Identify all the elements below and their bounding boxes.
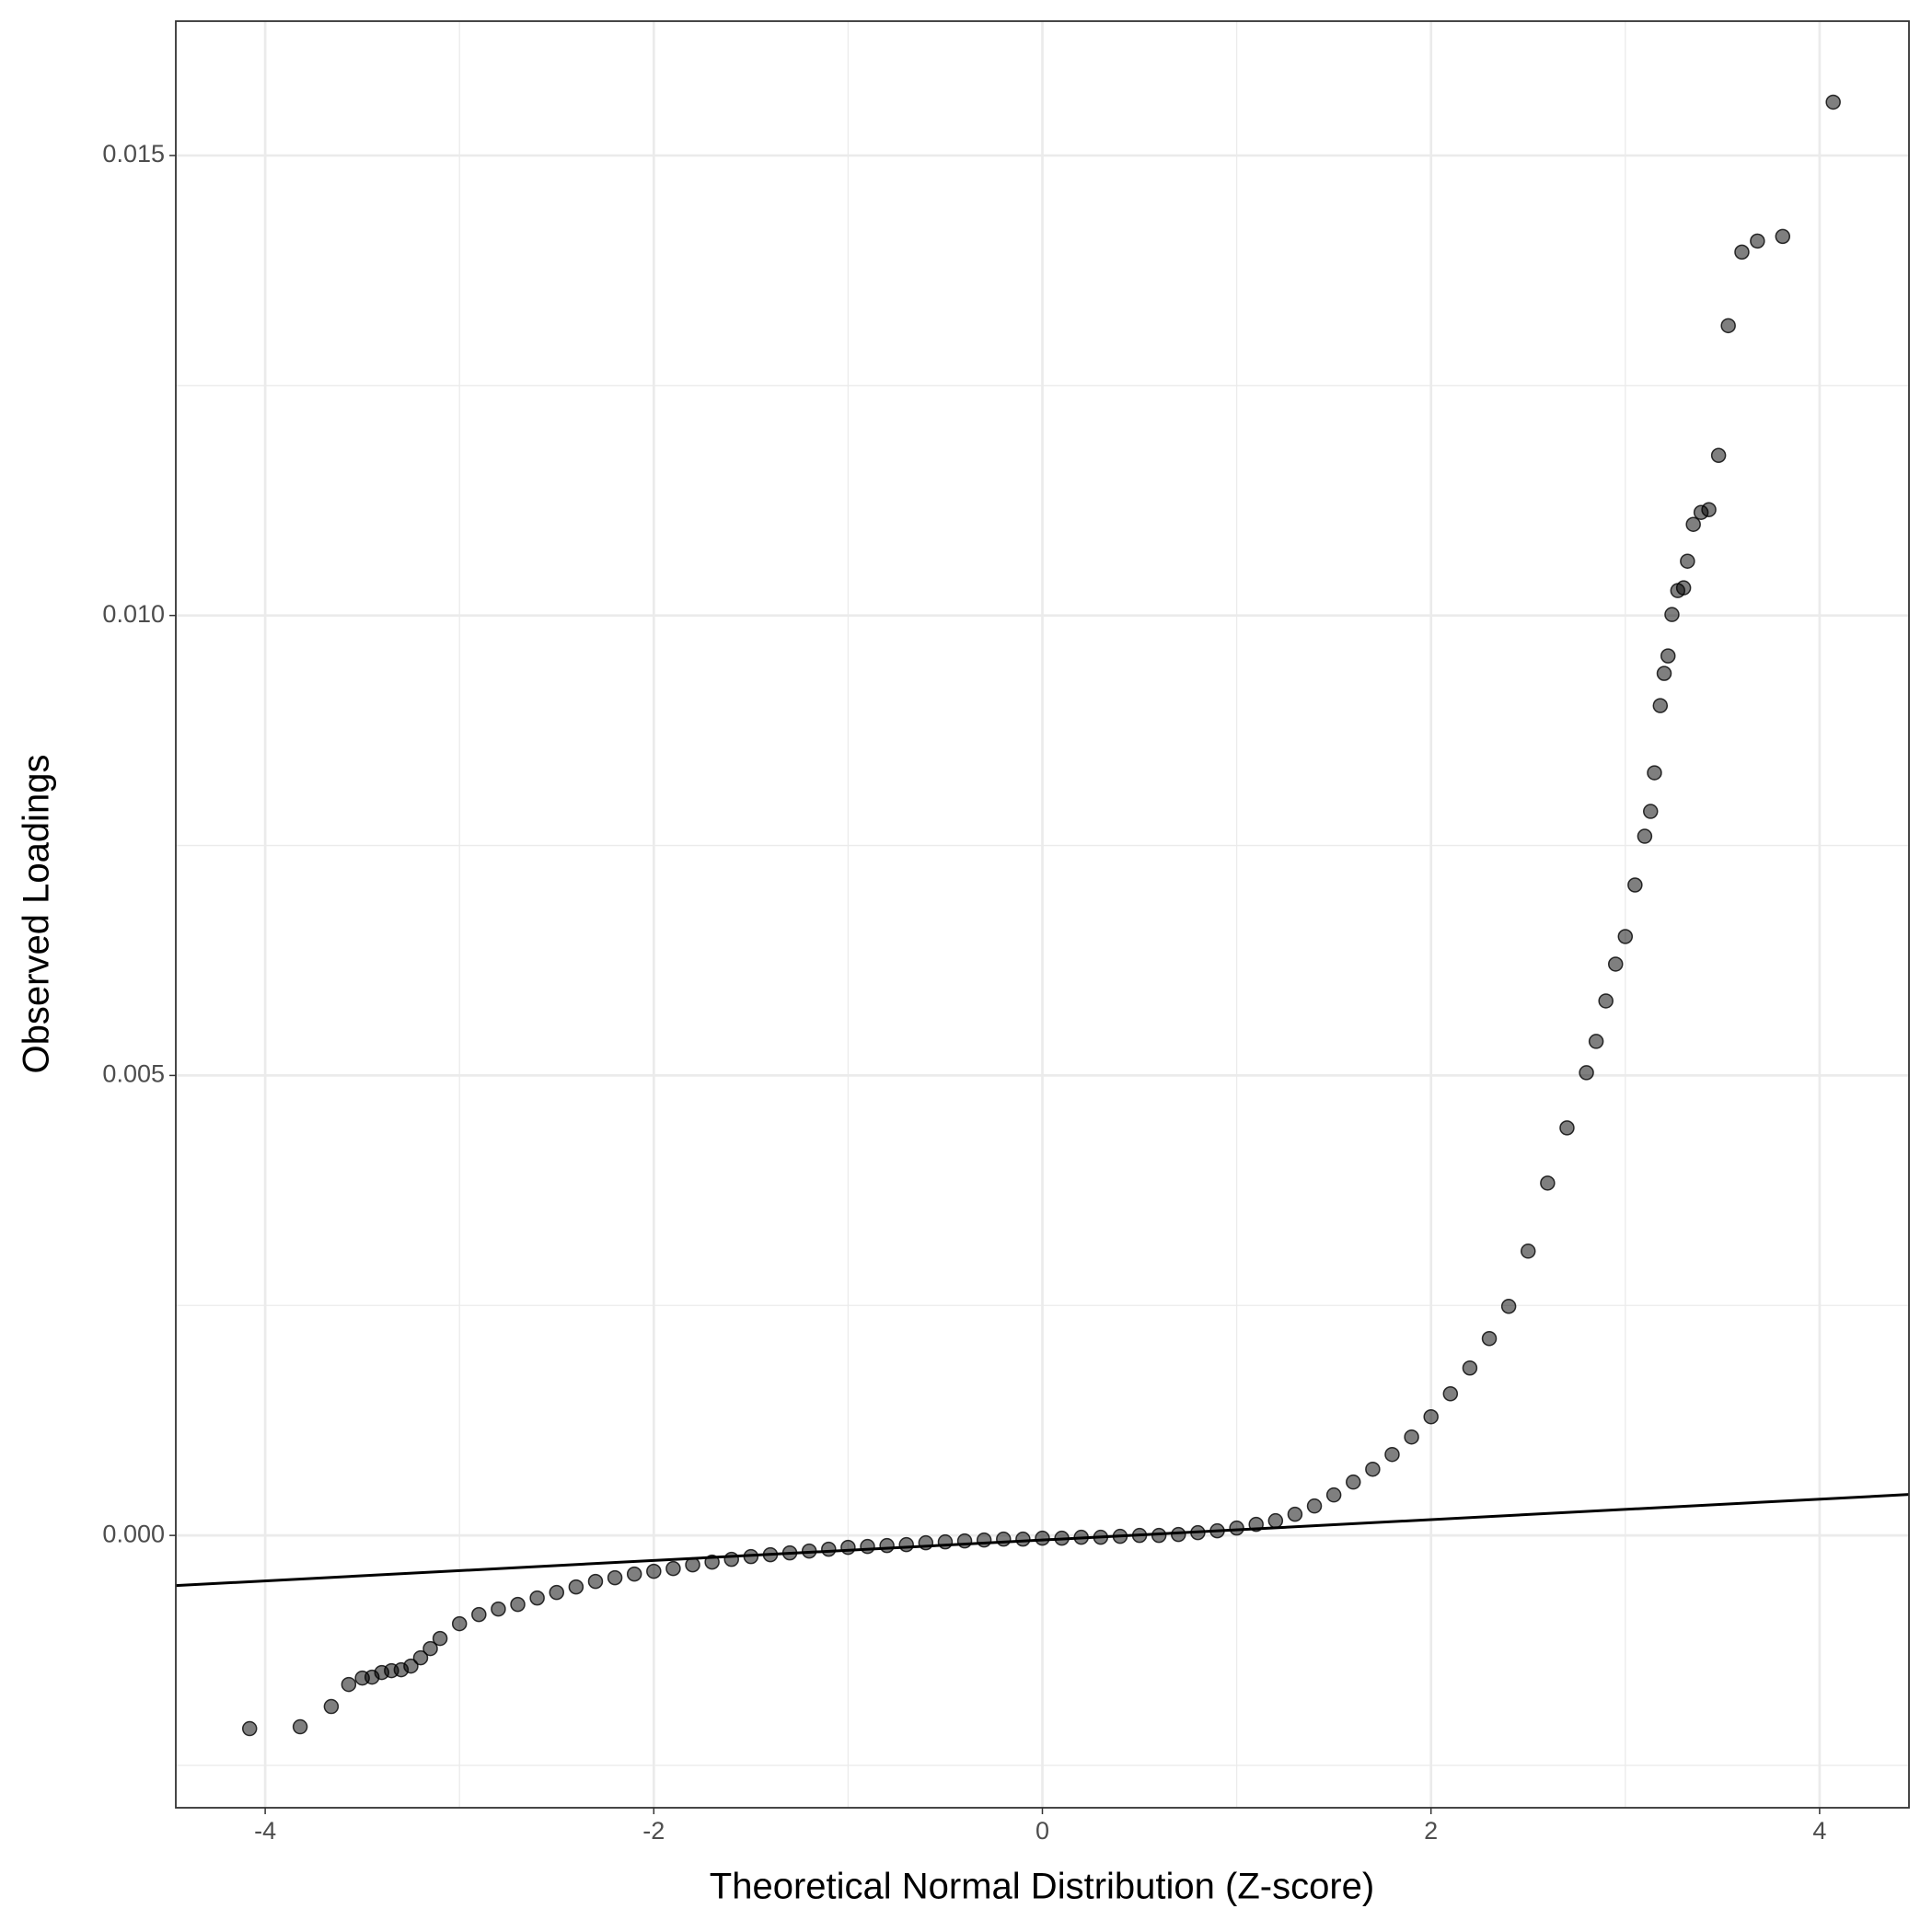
point bbox=[1229, 1520, 1244, 1536]
point bbox=[1685, 516, 1701, 532]
y-tick-label: 0.010 bbox=[102, 600, 165, 628]
point bbox=[1588, 1034, 1604, 1049]
point bbox=[840, 1539, 856, 1556]
point bbox=[996, 1531, 1012, 1547]
point bbox=[976, 1532, 992, 1548]
point bbox=[1481, 1331, 1498, 1347]
point bbox=[1404, 1429, 1419, 1445]
point bbox=[432, 1630, 448, 1647]
point bbox=[451, 1615, 468, 1632]
point bbox=[1035, 1530, 1050, 1546]
point bbox=[1617, 929, 1634, 944]
point bbox=[1287, 1506, 1303, 1522]
point bbox=[341, 1676, 357, 1693]
point bbox=[1540, 1175, 1556, 1191]
point bbox=[1775, 228, 1791, 245]
y-tick-label: 0.015 bbox=[102, 140, 165, 168]
x-tick-label: -2 bbox=[642, 1817, 665, 1845]
point bbox=[412, 1649, 429, 1666]
x-tick-label: 2 bbox=[1424, 1817, 1438, 1845]
point bbox=[1365, 1461, 1381, 1477]
point bbox=[1423, 1408, 1439, 1425]
point bbox=[1720, 318, 1736, 334]
reference-line bbox=[176, 1493, 1909, 1588]
point bbox=[323, 1698, 340, 1715]
point bbox=[1647, 765, 1662, 781]
point bbox=[1442, 1385, 1459, 1402]
point bbox=[1642, 804, 1659, 819]
point bbox=[1680, 553, 1695, 569]
point bbox=[646, 1563, 662, 1579]
point bbox=[491, 1601, 506, 1617]
plot-area bbox=[176, 94, 1909, 1737]
point bbox=[1598, 993, 1614, 1009]
point bbox=[1734, 244, 1750, 260]
point bbox=[1664, 607, 1680, 622]
point bbox=[956, 1533, 973, 1549]
x-axis-title: Theoretical Normal Distribution (Z-score… bbox=[710, 1867, 1374, 1907]
y-tick-label: 0.005 bbox=[102, 1060, 165, 1088]
point bbox=[1710, 447, 1727, 464]
x-tick-label: -4 bbox=[254, 1817, 276, 1845]
point bbox=[860, 1538, 875, 1555]
point bbox=[1656, 665, 1672, 681]
point bbox=[1652, 698, 1669, 713]
x-tick-label: 4 bbox=[1812, 1817, 1826, 1845]
point bbox=[292, 1718, 308, 1735]
point bbox=[607, 1569, 623, 1586]
point bbox=[1607, 956, 1624, 972]
point bbox=[568, 1579, 584, 1595]
point bbox=[1346, 1474, 1361, 1490]
point bbox=[241, 1720, 258, 1737]
point bbox=[1701, 502, 1717, 517]
point bbox=[1825, 94, 1841, 110]
point bbox=[1579, 1065, 1594, 1081]
point bbox=[1306, 1498, 1323, 1514]
point bbox=[879, 1537, 895, 1554]
point bbox=[626, 1566, 642, 1582]
point bbox=[821, 1541, 837, 1557]
point bbox=[1627, 877, 1643, 893]
point bbox=[1267, 1512, 1284, 1529]
point bbox=[510, 1596, 526, 1613]
point bbox=[549, 1584, 565, 1601]
point bbox=[665, 1560, 681, 1577]
point bbox=[898, 1536, 914, 1553]
point bbox=[1015, 1531, 1031, 1547]
point bbox=[1660, 648, 1676, 664]
point bbox=[1384, 1446, 1400, 1463]
x-tick-label: 0 bbox=[1035, 1817, 1049, 1845]
y-tick-label: 0.000 bbox=[102, 1520, 165, 1547]
point bbox=[422, 1640, 438, 1657]
point bbox=[1637, 828, 1653, 844]
point bbox=[1750, 233, 1765, 249]
point bbox=[471, 1606, 487, 1623]
point bbox=[587, 1573, 604, 1590]
y-axis-title: Observed Loadings bbox=[17, 755, 57, 1074]
plot-border bbox=[175, 20, 1910, 1809]
point bbox=[1520, 1244, 1536, 1259]
point bbox=[529, 1590, 545, 1606]
point bbox=[1500, 1299, 1517, 1314]
point bbox=[1462, 1359, 1478, 1376]
point bbox=[1325, 1487, 1342, 1503]
point bbox=[1559, 1120, 1575, 1136]
point bbox=[723, 1551, 739, 1568]
point bbox=[403, 1658, 419, 1674]
point bbox=[1675, 580, 1692, 596]
